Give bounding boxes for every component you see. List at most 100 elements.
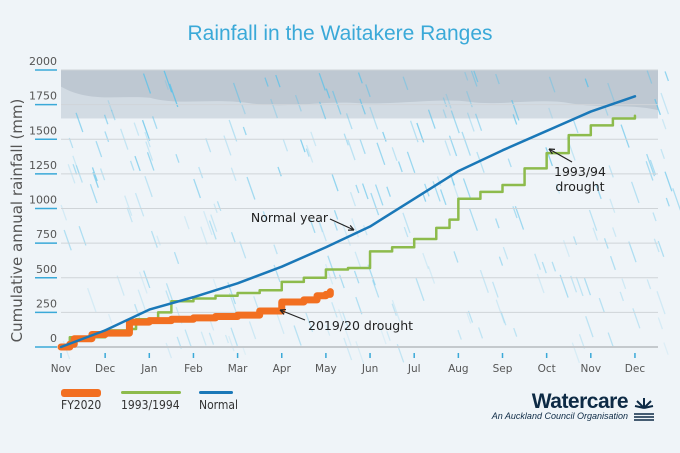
rain-streak [341, 311, 350, 330]
rain-streak [276, 313, 285, 335]
rain-streak [137, 289, 147, 313]
rain-streak [156, 235, 161, 246]
rain-streak [305, 311, 314, 333]
rain-streak [570, 275, 578, 293]
rain-streak [495, 73, 500, 85]
rain-streak [664, 171, 673, 192]
rain-streak [391, 303, 397, 316]
rain-streak [331, 174, 339, 192]
x-tick-label: Jul [407, 363, 421, 375]
rain-streak [619, 291, 624, 302]
rain-streak [78, 225, 87, 246]
rain-streak [583, 277, 592, 296]
arrow-head [347, 224, 355, 231]
rain-streak [406, 151, 416, 174]
rain-streak [277, 166, 282, 177]
rain-streak [242, 126, 247, 136]
annotation-label: 2019/20 drought [308, 318, 413, 333]
rain-streak [470, 70, 478, 87]
legend-item-1993: 1993/1994 [121, 391, 181, 412]
rain-streak [453, 251, 459, 263]
arrow-head [279, 308, 287, 315]
rain-streak [273, 264, 281, 283]
rain-streak [657, 317, 664, 330]
rain-streak [492, 281, 499, 298]
rain-streak [660, 148, 665, 160]
rain-streak [386, 331, 391, 341]
rain-streak [262, 211, 268, 221]
rain-streak [444, 140, 451, 156]
rain-streak [592, 227, 599, 241]
logo-name: Watercare [531, 390, 629, 413]
legend-swatch [199, 391, 233, 394]
y-tick-label: 2000 [29, 55, 57, 68]
rain-streak [442, 109, 447, 119]
rain-streak [324, 263, 334, 285]
rain-streak [376, 142, 386, 166]
rain-streak [107, 100, 113, 112]
rain-streak [294, 94, 302, 112]
rain-streak [349, 191, 357, 207]
rain-streak [607, 332, 614, 347]
x-tick-label: Dec [625, 363, 646, 375]
logo-tagline: An Auckland Council Organisation [491, 411, 628, 421]
x-tick-label: Mar [228, 363, 248, 375]
rain-streak [649, 159, 657, 176]
rain-streak [427, 109, 436, 129]
rain-streak [151, 116, 158, 129]
y-tick-label: 1000 [29, 194, 57, 207]
rain-streak [141, 119, 151, 141]
x-tick-label: Nov [51, 363, 72, 375]
x-tick-label: Oct [538, 363, 556, 375]
rain-streak [347, 139, 356, 161]
rain-streak [445, 93, 452, 109]
rain-streak [427, 265, 436, 284]
rain-streak [72, 155, 80, 174]
rain-streak [656, 291, 666, 315]
rain-streak [175, 154, 180, 163]
rain-streak [325, 324, 331, 336]
rain-streak [645, 161, 654, 181]
rain-streak [448, 135, 458, 157]
rain-streak [365, 84, 371, 98]
rain-streak [663, 342, 669, 355]
rain-streak [273, 244, 278, 255]
rain-streak [205, 138, 212, 153]
legend-label: FY2020 [61, 398, 102, 412]
rain-streak [466, 112, 475, 132]
rain-streak [439, 189, 447, 206]
rain-streak [248, 321, 257, 340]
rain-streak [87, 287, 97, 313]
rain-streak [534, 253, 541, 270]
legend-swatch [121, 391, 181, 394]
rain-streak [110, 109, 116, 121]
rain-streak [282, 139, 289, 152]
rain-streak [541, 261, 547, 274]
rain-streak [473, 70, 479, 83]
rain-streak [372, 279, 380, 298]
rain-streak [652, 212, 657, 222]
rain-streak [184, 329, 192, 348]
rain-streak [212, 278, 218, 289]
rain-streak [146, 152, 155, 171]
x-tick-label: Feb [184, 363, 203, 375]
arrow-head [548, 148, 556, 155]
rain-streak [319, 222, 327, 242]
rain-streak [391, 299, 401, 322]
x-tick-label: Apr [273, 363, 292, 375]
rain-streak [318, 72, 326, 91]
rain-streak [382, 131, 387, 142]
rain-streak [607, 82, 615, 102]
y-tick-label: 0 [50, 332, 57, 345]
rain-streak [143, 270, 151, 289]
rain-streak [198, 166, 204, 179]
rain-streak [621, 278, 627, 290]
rain-streak [341, 223, 351, 246]
y-tick-label: 1500 [29, 124, 57, 137]
rain-streak [232, 82, 242, 104]
rain-streak [332, 90, 342, 115]
rain-streak [216, 201, 222, 212]
rain-streak [461, 131, 471, 156]
rain-streak [361, 183, 369, 200]
